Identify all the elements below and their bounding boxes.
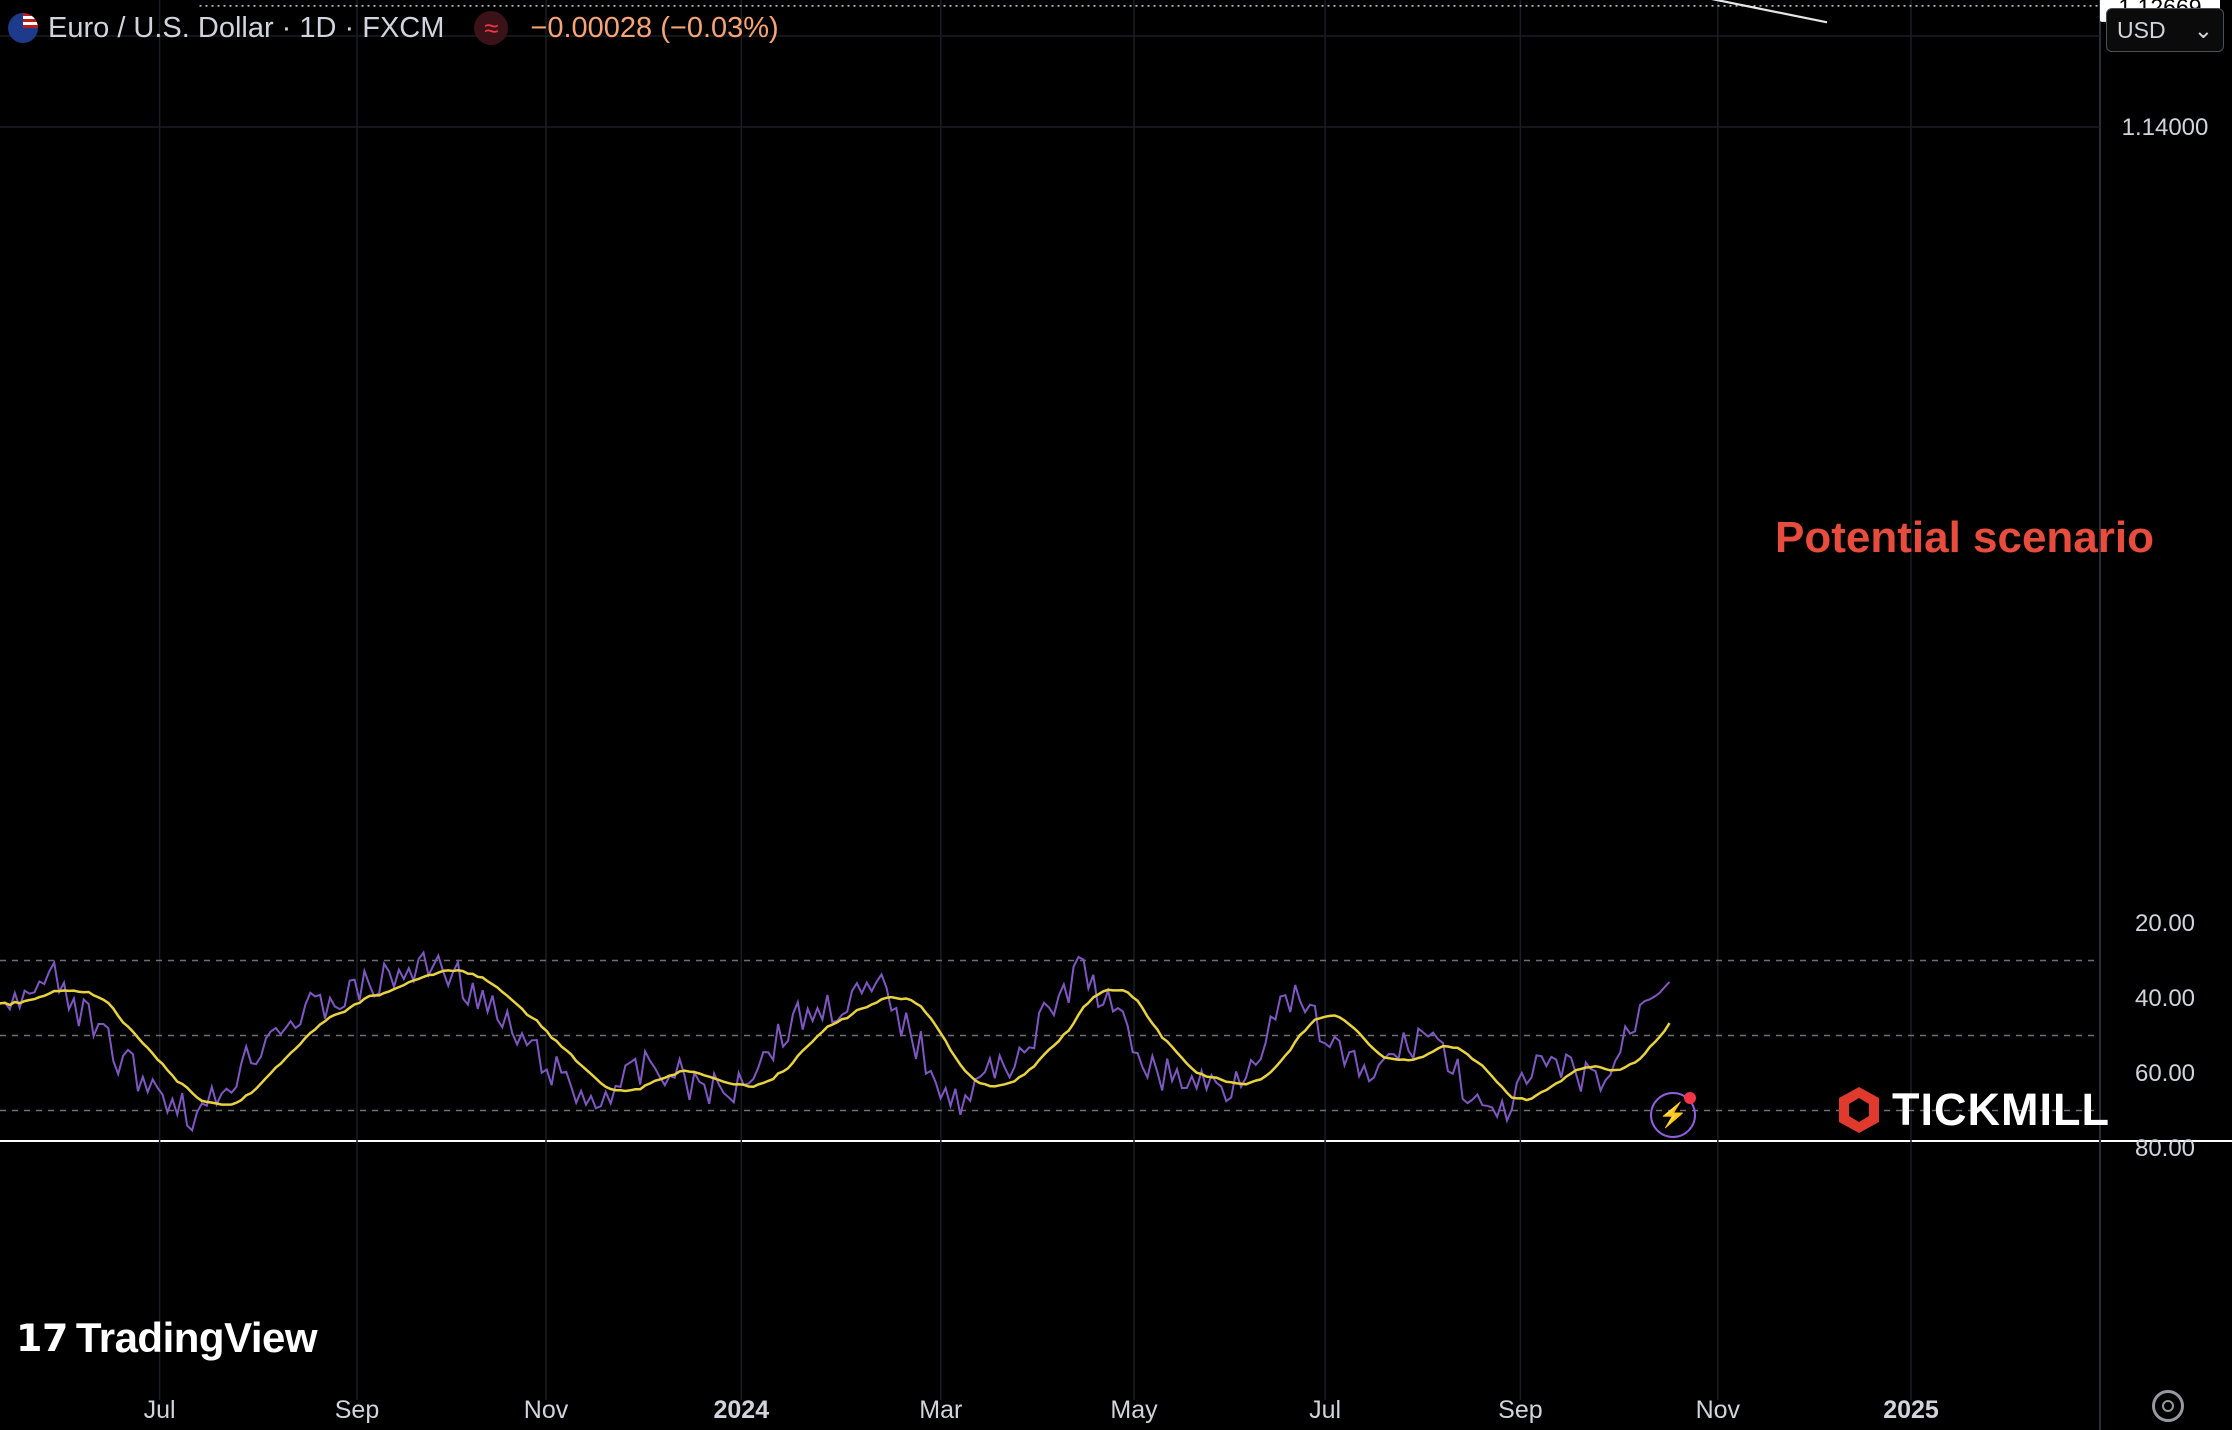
symbol-header: Euro / U.S. Dollar · 1D · FXCM ≈ −0.0002…: [8, 8, 779, 48]
rsi-tick-label: 60.00: [2135, 1060, 2195, 1087]
settings-gear-icon[interactable]: [2152, 1390, 2184, 1422]
time-tick-label: May: [1110, 1396, 1158, 1424]
rsi-line: [0, 950, 1671, 1133]
time-axis: Jul Sep Nov 2024 Mar May Jul Sep Nov 2025: [144, 1396, 1939, 1424]
time-tick-label: 2024: [713, 1396, 769, 1424]
tickmill-logo: TICKMILL: [1836, 1078, 2110, 1142]
tickmill-hex-icon: [1839, 1087, 1879, 1133]
rsi-tick-label: 80.00: [2135, 1135, 2195, 1162]
broker-name: TICKMILL: [1892, 1084, 2110, 1135]
symbol-title[interactable]: Euro / U.S. Dollar · 1D · FXCM: [48, 11, 445, 44]
time-tick-label: 2025: [1883, 1396, 1939, 1424]
price-tick-label: 1.14000: [2122, 114, 2209, 141]
scenario-label: Potential scenario: [1775, 513, 2154, 562]
rsi-pane: 80.00 60.00 40.00 20.00: [0, 910, 2195, 1162]
rsi-tick-label: 20.00: [2135, 910, 2195, 937]
currency-label: USD: [2117, 16, 2166, 43]
currency-select[interactable]: USD ⌄: [2106, 8, 2224, 52]
wave-icon[interactable]: ≈: [474, 11, 509, 45]
time-tick-label: Mar: [919, 1396, 962, 1424]
tradingview-mark-icon: 𝟭𝟳: [16, 1317, 68, 1360]
time-tick-label: Sep: [335, 1396, 379, 1424]
time-tick-label: Nov: [1696, 1396, 1741, 1424]
lightning-icon[interactable]: ⚡: [1650, 1092, 1696, 1138]
eur-usd-flag-icon: [8, 13, 38, 43]
price-change: −0.00028 (−0.03%): [530, 11, 779, 44]
time-tick-label: Jul: [1309, 1396, 1341, 1424]
time-tick-label: Nov: [524, 1396, 569, 1424]
chevron-down-icon: ⌄: [2193, 16, 2213, 43]
rsi-tick-label: 40.00: [2135, 985, 2195, 1012]
time-tick-label: Jul: [144, 1396, 176, 1424]
tradingview-logo: 𝟭𝟳 TradingView: [16, 1312, 318, 1364]
rsi-ma-line: [0, 969, 1671, 1106]
tradingview-wordmark: TradingView: [75, 1314, 318, 1361]
time-tick-label: Sep: [1498, 1396, 1542, 1424]
scenario-annotation[interactable]: Potential scenario: [1638, 0, 2154, 562]
